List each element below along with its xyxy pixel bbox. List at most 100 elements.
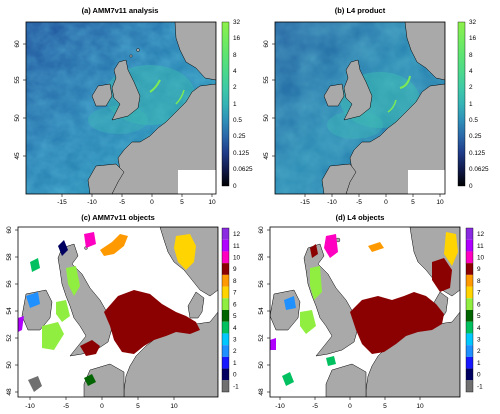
svg-text:8: 8	[233, 52, 237, 59]
panel-d-object-yellow	[444, 232, 458, 266]
colorbar-label: 0	[477, 372, 481, 379]
panel-d-object-teal	[282, 372, 294, 386]
colorbar-swatch	[222, 333, 229, 346]
panel-b-y-tick: 45	[263, 152, 275, 160]
svg-text:-5: -5	[356, 199, 362, 206]
panel-b-y-axis: 60 55 50 45	[263, 40, 275, 160]
colorbar-label: 6	[233, 301, 237, 308]
svg-text:60: 60	[14, 40, 21, 48]
colorbar-label: 4	[477, 325, 481, 332]
colorbar-swatch	[466, 356, 473, 369]
colorbar-label: 7	[477, 290, 481, 297]
colorbar-swatch	[466, 298, 473, 310]
colorbar-swatch	[222, 310, 229, 322]
svg-text:16: 16	[469, 35, 477, 42]
panel-b-colorbar-labels: 32 16 8 4 2 1 0.5 0.25 0.125 0.0625 0	[469, 19, 489, 190]
panel-b: (b) L4 product -15 -10 -5 0 5 10 60 55	[263, 6, 489, 206]
panel-c-x-tick: -10	[25, 397, 35, 410]
panel-d-title: (d) L4 objects	[336, 213, 385, 222]
svg-text:55: 55	[14, 76, 21, 84]
panel-a-y-tick: 60	[14, 40, 26, 48]
panel-b-x-tick: 5	[411, 194, 415, 206]
panel-d-object-dark-red-west	[310, 244, 318, 258]
svg-text:60: 60	[6, 226, 13, 234]
panel-b-y-tick: 60	[263, 40, 275, 48]
panel-c-object-yellow	[174, 234, 196, 270]
colorbar-swatch	[222, 251, 229, 264]
svg-text:50: 50	[258, 361, 265, 369]
panel-c-object-magenta	[84, 232, 96, 248]
colorbar-label: 4	[233, 325, 237, 332]
panel-d-y-tick: 54	[258, 307, 270, 315]
svg-text:32: 32	[469, 19, 477, 26]
colorbar-label: 11	[477, 243, 484, 250]
panel-c-y-tick: 52	[6, 334, 18, 342]
panel-c-map	[18, 227, 218, 397]
svg-text:0.25: 0.25	[233, 133, 246, 140]
svg-text:50: 50	[14, 114, 21, 122]
colorbar-label: 1	[477, 360, 481, 367]
svg-text:2: 2	[233, 84, 237, 91]
panel-d-object-magenta	[324, 234, 338, 258]
panel-d-y-tick: 52	[258, 334, 270, 342]
svg-text:-10: -10	[327, 199, 337, 206]
svg-text:4: 4	[233, 68, 237, 75]
panel-c-x-tick: 0	[100, 397, 104, 410]
panel-c-y-tick: 60	[6, 226, 18, 234]
panel-d: (d) L4 objects -10	[258, 213, 485, 410]
colorbar-label: 3	[233, 336, 237, 343]
svg-text:5: 5	[383, 403, 387, 410]
panel-c-object-purple	[18, 316, 24, 332]
panel-d-y-axis: 60 58 56 54 52 50 48	[258, 226, 270, 396]
colorbar-swatch	[466, 321, 473, 334]
panel-d-object-purple	[270, 338, 276, 350]
colorbar-label: 3	[477, 336, 481, 343]
panel-c: (c) AMM7v11 objects	[6, 213, 241, 410]
colorbar-label: 1	[233, 360, 237, 367]
panel-d-x-tick: -10	[275, 397, 285, 410]
panel-c-x-tick: 10	[170, 397, 178, 410]
panel-b-x-tick: -10	[327, 194, 337, 206]
svg-text:0: 0	[233, 183, 237, 190]
svg-text:-5: -5	[119, 199, 125, 206]
svg-text:50: 50	[6, 361, 13, 369]
svg-text:5: 5	[136, 403, 140, 410]
svg-text:8: 8	[469, 52, 473, 59]
colorbar-label: 8	[477, 278, 481, 285]
colorbar-swatch	[222, 228, 229, 240]
svg-text:58: 58	[258, 253, 265, 261]
panel-a-x-tick: -10	[87, 194, 97, 206]
svg-text:0.125: 0.125	[469, 150, 485, 157]
svg-text:60: 60	[258, 226, 265, 234]
panel-d-y-tick: 50	[258, 361, 270, 369]
panel-b-land-britain	[343, 59, 373, 121]
panel-d-object-teal-small	[326, 356, 336, 366]
panel-d-y-tick: 48	[258, 388, 270, 396]
panel-d-y-tick: 56	[258, 280, 270, 288]
panel-b-x-tick: -15	[300, 194, 310, 206]
panel-c-x-axis: -10 -5 0 5 10	[25, 397, 178, 410]
colorbar-swatch	[466, 345, 473, 357]
panel-d-x-tick: 5	[383, 397, 387, 410]
colorbar-swatch	[466, 274, 473, 287]
colorbar-label: 6	[477, 301, 481, 308]
panel-a-x-axis: -15 -10 -5 0 5 10	[57, 194, 216, 206]
svg-text:0: 0	[150, 199, 154, 206]
svg-text:48: 48	[258, 388, 265, 396]
colorbar-swatch	[222, 321, 229, 334]
svg-text:54: 54	[258, 307, 265, 315]
panel-c-object-light-green	[42, 322, 64, 350]
panel-a-x-tick: -5	[119, 194, 125, 206]
svg-text:50: 50	[263, 114, 270, 122]
panel-a-map	[26, 22, 216, 194]
colorbar-swatch	[222, 298, 229, 310]
svg-text:4: 4	[469, 68, 473, 75]
panel-a-y-axis: 60 55 50 45	[14, 40, 26, 160]
panel-c-y-tick: 48	[6, 388, 18, 396]
svg-text:-10: -10	[87, 199, 97, 206]
panel-c-object-green-dark	[84, 374, 96, 386]
colorbar-swatch	[222, 274, 229, 287]
svg-text:52: 52	[258, 334, 265, 342]
panel-d-object-cyan	[284, 296, 296, 310]
